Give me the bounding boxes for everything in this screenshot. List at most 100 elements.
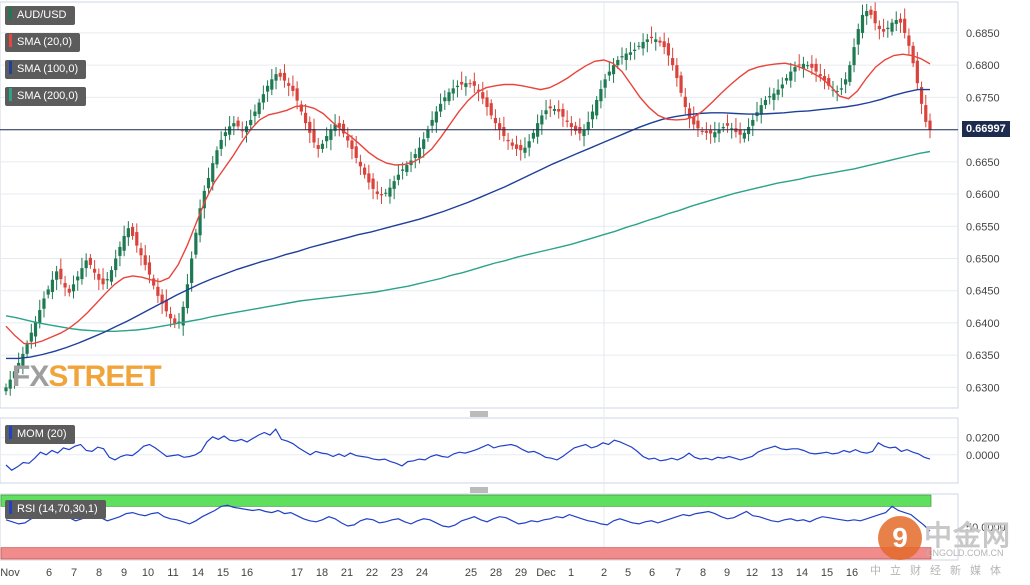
candle-body-up [42,298,46,309]
candle-body-up [464,83,468,88]
candle-body-up [544,110,548,115]
candle-body-up [76,276,80,281]
candle-body-down [548,106,552,109]
candle-body-down [316,145,320,149]
candle-body-up [806,65,810,67]
candle-body-up [12,371,17,379]
candle-body-up [190,258,194,283]
mom-line [5,428,931,471]
legend-sma20[interactable]: SMA (20,0) [5,33,81,52]
candle-body-down [822,76,827,81]
candle-body-up [839,88,843,90]
candle-body-down [160,294,164,304]
price-tick-label: 0.6600 [966,189,1000,201]
candle-body-down [827,78,831,86]
price-tick-label: 0.6300 [966,382,1000,394]
legend-sma200-label: SMA (200,0) [17,90,79,102]
x-tick-label: 16 [241,567,253,579]
x-tick-label: 29 [515,567,527,579]
candle-body-down [164,299,168,312]
legend-sma100[interactable]: SMA (100,0) [5,60,87,79]
candle-body-up [38,310,42,323]
legend-mom-label: MOM (20) [17,428,67,440]
candle-body-down [915,60,919,84]
candle-body-down [130,226,135,236]
candle-body-up [55,271,59,280]
candle-body-down [671,58,675,66]
candle-body-up [50,279,55,292]
candle-body-down [810,63,814,68]
candle-body-down [506,139,510,142]
candle-body-up [320,143,325,149]
x-tick-label: 18 [316,567,328,579]
cngold-logo-icon: 9 [878,516,922,560]
candle-body-up [721,127,725,129]
cngold-logo-url: CNGOLD.COM.CN [926,548,1004,558]
candle-body-up [540,115,544,125]
legend-swatch [9,34,12,47]
x-tick-label: 28 [490,567,502,579]
candle-body-up [865,11,869,17]
candle-body-up [654,39,658,42]
candle-body-down [460,81,464,85]
x-tick-label: Dec [536,567,556,579]
candle-body-down [489,103,493,116]
x-tick-label: 22 [366,567,378,579]
legend-symbol[interactable]: AUD/USD [5,6,75,25]
candle-body-down [683,96,687,108]
candle-body-up [455,85,460,88]
candle-body-down [282,72,287,81]
candle-body-up [426,129,430,138]
x-tick-label: 8 [700,567,706,579]
candle-body-down [278,72,282,77]
candle-body-down [679,75,683,93]
rsi-tick-label: 50.0000 [966,522,1006,534]
candle-body-up [109,270,114,282]
x-tick-label: 11 [167,567,178,579]
candle-body-down [696,120,700,129]
candle-body-up [215,150,219,165]
candle-body-down [101,278,105,285]
candle-body-down [299,104,303,112]
candle-body-down [924,105,928,122]
price-tick-label: 0.6550 [966,221,1000,233]
candle-body-up [523,147,527,153]
candle-body-down [308,121,312,133]
candle-body-up [443,97,447,102]
price-tick-label: 0.6450 [966,286,1000,298]
candle-body-up [835,90,839,92]
legend-swatch [9,426,12,439]
candle-body-down [143,255,147,265]
candle-body-down [649,36,654,39]
candle-body-down [877,25,881,30]
mom-tick-label: 0.0000 [966,450,1000,462]
candle-body-up [388,187,392,197]
legend-sma200[interactable]: SMA (200,0) [5,87,87,106]
candle-body-down [519,145,523,151]
candle-body-down [139,248,143,256]
candle-body-up [333,124,337,131]
candle-body-down [97,273,101,280]
price-tick-label: 0.6850 [966,28,1000,40]
legend-rsi[interactable]: RSI (14,70,30,1) [5,500,106,519]
candle-body-up [84,260,88,269]
legend-swatch [9,61,12,74]
candle-body-up [763,99,768,106]
x-tick-label: 21 [341,567,353,579]
cngold-logo: 9 中金网 CNGOLD.COM.CN 中立财经新媒体 [868,510,1030,585]
x-tick-label: 13 [771,567,783,579]
candle-body-down [903,18,907,33]
candle-body-up [447,92,451,102]
legend-mom[interactable]: MOM (20) [5,425,75,444]
candle-body-up [603,79,607,88]
candle-body-up [713,132,717,138]
candle-body-down [363,167,367,175]
candle-body-down [287,83,291,86]
candle-body-up [856,29,860,45]
candle-body-up [776,89,780,95]
candle-body-up [274,74,278,81]
candle-body-up [33,321,38,337]
candle-body-down [168,313,173,319]
candle-body-up [223,132,227,137]
x-tick-label: 14 [192,567,204,579]
